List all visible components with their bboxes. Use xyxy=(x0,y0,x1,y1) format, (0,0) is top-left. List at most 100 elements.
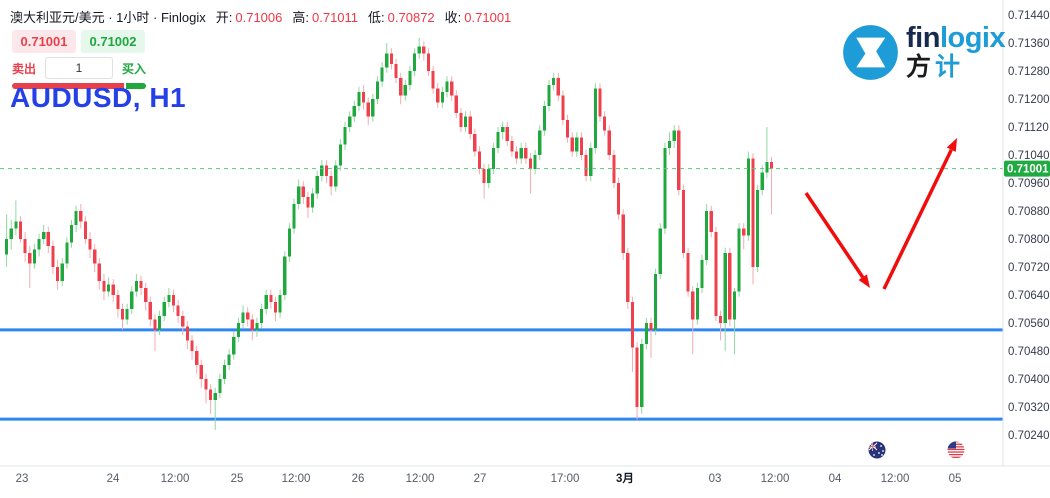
candle-body xyxy=(667,140,672,148)
candle-body xyxy=(422,46,426,54)
open-value: 0.71006 xyxy=(235,10,283,25)
ask-price-button[interactable]: 0.71002 xyxy=(81,30,145,53)
candle-body xyxy=(691,291,695,320)
candle-body xyxy=(403,85,407,96)
candle-body xyxy=(389,53,393,65)
candle-body xyxy=(310,193,315,208)
candle-body xyxy=(28,252,32,264)
candle-body xyxy=(408,71,412,86)
candle-body xyxy=(686,252,690,292)
high-value: 0.71011 xyxy=(312,10,359,25)
candle-body xyxy=(440,92,444,103)
candle-body xyxy=(473,133,477,152)
candle-body xyxy=(292,203,296,229)
candle-body xyxy=(301,186,305,197)
price-tick-label: 0.70720 xyxy=(1008,262,1050,274)
price-tick-label: 0.71040 xyxy=(1008,150,1050,162)
price-tick-label: 0.70320 xyxy=(1008,402,1050,414)
candle-body xyxy=(357,92,361,107)
candle-body xyxy=(46,231,50,246)
candle-body xyxy=(459,113,463,127)
candle-body xyxy=(227,354,231,365)
low-value: 0.70872 xyxy=(387,10,435,25)
price-axis[interactable]: 0.71440 0.71360 0.71280 0.71200 0.71120 0.710… xyxy=(1008,10,1050,442)
candle-body xyxy=(705,210,709,260)
candle-body xyxy=(208,389,213,400)
candle-body xyxy=(514,151,519,159)
time-tick-label: 12:00 xyxy=(282,473,311,485)
candle-body xyxy=(106,284,111,292)
candle-body xyxy=(505,126,509,141)
bid-price-button[interactable]: 0.71001 xyxy=(12,30,76,53)
current-price-label: 0.71001 xyxy=(1004,160,1050,177)
time-tick-label: 12:00 xyxy=(881,473,910,485)
candle-body xyxy=(714,231,718,316)
candle-body xyxy=(315,175,319,194)
candle-body xyxy=(343,126,347,145)
candle-body xyxy=(426,53,431,72)
candle-body xyxy=(171,294,176,306)
candle-body xyxy=(222,364,227,379)
trend-arrow-down[interactable] xyxy=(804,192,870,288)
candle-body xyxy=(565,119,570,138)
candle-body xyxy=(190,340,194,351)
sentiment-depth-bar xyxy=(12,83,146,89)
candle-body xyxy=(742,228,746,236)
trend-arrows[interactable] xyxy=(804,138,957,290)
trend-arrow-up[interactable] xyxy=(882,138,957,290)
candle-body xyxy=(445,81,449,93)
candle-body xyxy=(579,137,584,155)
candle-body xyxy=(246,312,250,320)
symbol-title: 澳大利亚元/美元 · 1小时 · Finlogix xyxy=(10,10,206,25)
candle-body xyxy=(83,221,88,239)
candle-body xyxy=(436,88,440,103)
candle-body xyxy=(42,231,46,239)
candle-body xyxy=(14,221,18,229)
candle-body xyxy=(218,378,222,393)
candle-body xyxy=(598,88,602,117)
candle-body xyxy=(394,64,398,79)
candle-body xyxy=(501,126,505,133)
symbol-watermark: AUDUSD, H1 xyxy=(10,82,187,113)
candle-body xyxy=(463,116,468,127)
candle-body xyxy=(148,301,152,320)
candle-body xyxy=(9,228,13,239)
candle-body xyxy=(589,147,593,176)
candle-body xyxy=(677,130,681,190)
candle-body xyxy=(732,291,737,320)
candle-body xyxy=(630,301,635,348)
candle-body xyxy=(769,161,774,169)
candle-body xyxy=(654,273,658,330)
candle-body xyxy=(547,85,551,107)
candle-body xyxy=(185,326,190,341)
sell-button[interactable]: 卖出 xyxy=(12,61,37,76)
low-label: 低: xyxy=(368,10,385,25)
candle-body xyxy=(621,214,625,253)
candle-body xyxy=(18,221,23,239)
logo-text-fin: fin xyxy=(906,22,940,54)
time-axis[interactable]: 23 24 12:00 25 12:00 26 12:00 27 17:00 3月 03 12:00 0… xyxy=(16,472,962,485)
candle-body xyxy=(306,196,310,208)
time-tick-label: 26 xyxy=(352,473,365,485)
price-tick-label: 0.71280 xyxy=(1008,66,1050,78)
buy-depth-segment xyxy=(125,83,146,89)
quantity-input[interactable] xyxy=(45,57,113,79)
candle-body xyxy=(139,280,143,288)
candle-body xyxy=(477,151,482,169)
time-tick-label: 27 xyxy=(474,473,487,485)
time-tick-label: 12:00 xyxy=(761,473,790,485)
candle-body xyxy=(491,147,495,169)
candle-body xyxy=(120,308,125,320)
candle-body xyxy=(519,147,523,159)
candle-body xyxy=(561,95,565,120)
support-lines[interactable] xyxy=(0,328,1003,421)
time-tick-label: 12:00 xyxy=(161,473,190,485)
time-tick-label: 17:00 xyxy=(551,473,580,485)
logo-text-ji: 计 xyxy=(935,53,965,81)
candle-body xyxy=(134,280,139,292)
candle-body xyxy=(751,158,755,267)
buy-button[interactable]: 买入 xyxy=(121,61,146,76)
candle-body xyxy=(431,71,435,89)
